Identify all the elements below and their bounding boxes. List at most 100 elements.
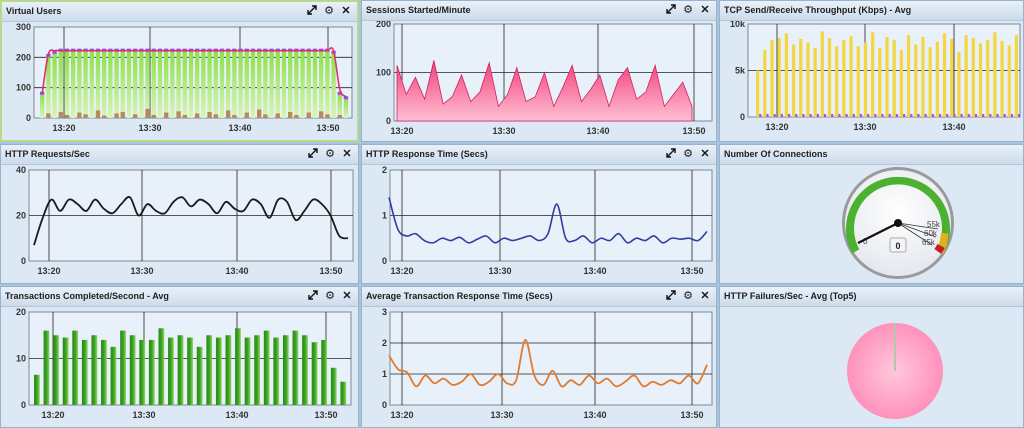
bar <box>91 335 98 405</box>
close-icon[interactable]: ✕ <box>700 148 710 160</box>
bar <box>306 50 311 118</box>
panel-title: HTTP Response Time (Secs) <box>366 149 488 159</box>
bar-secondary <box>982 114 985 117</box>
gear-icon[interactable]: ⚙ <box>683 4 693 16</box>
bar-secondary <box>83 114 88 118</box>
close-icon[interactable]: ✕ <box>342 148 352 160</box>
y-tick-label: 200 <box>16 52 31 62</box>
x-tick-label: 13:50 <box>682 126 705 136</box>
x-tick-label: 13:20 <box>41 410 64 420</box>
bar <box>120 330 126 405</box>
bar <box>300 50 305 118</box>
gear-icon[interactable]: ⚙ <box>683 290 693 302</box>
bar <box>254 335 260 405</box>
panel-http-requests[interactable]: HTTP Requests/Sec ⚙ ✕ 40 20 0 13:20 13:30 13:… <box>0 144 359 284</box>
panel-header: HTTP Response Time (Secs) ⚙ ✕ <box>362 145 716 165</box>
bar <box>1014 35 1019 117</box>
bar <box>763 50 767 117</box>
expand-icon[interactable] <box>305 4 319 18</box>
bar-secondary <box>881 114 884 117</box>
bar-cap <box>337 91 342 95</box>
bar-secondary <box>64 114 70 118</box>
y-tick-label: 0 <box>26 113 31 123</box>
bar-secondary <box>294 114 299 118</box>
bar <box>129 335 136 405</box>
bar <box>40 93 45 118</box>
x-tick-label: 13:20 <box>390 266 413 276</box>
bar <box>215 337 222 405</box>
bar <box>337 93 342 118</box>
close-icon[interactable]: ✕ <box>341 5 351 17</box>
x-tick-label: 13:30 <box>490 410 513 420</box>
y-tick-label: 3 <box>382 307 387 317</box>
series-line <box>33 196 349 246</box>
close-icon[interactable]: ✕ <box>700 4 710 16</box>
bar <box>101 339 107 405</box>
x-tick-label: 13:40 <box>228 123 251 133</box>
close-icon[interactable]: ✕ <box>342 290 352 302</box>
bar-secondary <box>831 114 834 117</box>
bar <box>213 50 218 118</box>
close-icon[interactable]: ✕ <box>700 290 710 302</box>
x-tick-label: 13:40 <box>225 266 248 276</box>
bar-secondary <box>931 114 934 117</box>
bar <box>806 42 810 117</box>
panel-connections[interactable]: Number Of Connections 55k 60k 65k 0 <box>719 144 1024 284</box>
gear-icon[interactable]: ⚙ <box>324 5 334 17</box>
x-tick-label: 13:20 <box>390 410 413 420</box>
bar-secondary <box>232 114 237 118</box>
expand-icon[interactable] <box>664 147 678 161</box>
panel-avg-transaction[interactable]: Average Transaction Response Time (Secs)… <box>361 286 717 428</box>
bar <box>34 374 40 405</box>
gear-icon[interactable]: ⚙ <box>325 148 335 160</box>
bar <box>871 32 875 118</box>
bar <box>319 50 324 118</box>
bar-secondary <box>852 114 855 117</box>
panel-transactions[interactable]: Transactions Completed/Second - Avg ⚙ ✕ … <box>0 286 359 428</box>
bar-secondary <box>917 114 920 117</box>
panel-http-failures[interactable]: HTTP Failures/Sec - Avg (Top5) <box>719 286 1024 428</box>
bar-cap <box>343 96 349 100</box>
bar-secondary <box>133 114 138 118</box>
bar <box>195 50 200 118</box>
bar <box>263 330 270 405</box>
panel-title: Transactions Completed/Second - Avg <box>5 291 169 301</box>
bar-secondary <box>1018 114 1021 117</box>
http-response-chart: 2 1 013:20 13:30 13:40 13:50 <box>382 165 713 276</box>
panel-tcp-throughput[interactable]: TCP Send/Receive Throughput (Kbps) - Avg… <box>719 0 1024 142</box>
x-tick-label: 13:30 <box>138 123 161 133</box>
bar <box>281 50 287 118</box>
bar <box>892 39 896 117</box>
panel-header: HTTP Requests/Sec ⚙ ✕ <box>1 145 358 165</box>
bar <box>863 42 868 117</box>
bar <box>196 346 203 405</box>
bar <box>269 50 274 118</box>
bar-secondary <box>859 114 863 117</box>
series-area <box>396 60 693 122</box>
expand-icon[interactable] <box>306 147 320 161</box>
bar <box>321 339 328 405</box>
bar-secondary <box>182 114 187 118</box>
bar <box>139 50 144 118</box>
bar-secondary <box>1010 114 1014 117</box>
gear-icon[interactable]: ⚙ <box>683 148 693 160</box>
panel-virtual-users[interactable]: Virtual Users ⚙ ✕ 300 200 100 0 13:20 13:30 13… <box>0 0 359 142</box>
expand-icon[interactable] <box>664 3 678 17</box>
x-tick-label: 13:50 <box>316 123 339 133</box>
bar-cap <box>52 50 57 54</box>
panel-http-response[interactable]: HTTP Response Time (Secs) ⚙ ✕ 2 1 0 13:20 13… <box>361 144 717 284</box>
y-tick-label: 2 <box>382 338 387 348</box>
gauge-tick-line <box>897 222 933 246</box>
panel-sessions[interactable]: Sessions Started/Minute ⚙ ✕ 200 100 0 13:20… <box>361 0 717 142</box>
expand-icon[interactable] <box>306 289 320 303</box>
panel-header: Virtual Users ⚙ ✕ <box>2 2 357 22</box>
bar <box>899 50 904 117</box>
bar-secondary <box>114 113 119 118</box>
bar <box>114 50 119 118</box>
gear-icon[interactable]: ⚙ <box>325 290 335 302</box>
bar-secondary <box>58 111 63 118</box>
bar-secondary <box>938 114 942 117</box>
bar <box>311 342 318 405</box>
expand-icon[interactable] <box>664 289 678 303</box>
bar-secondary <box>226 110 231 118</box>
